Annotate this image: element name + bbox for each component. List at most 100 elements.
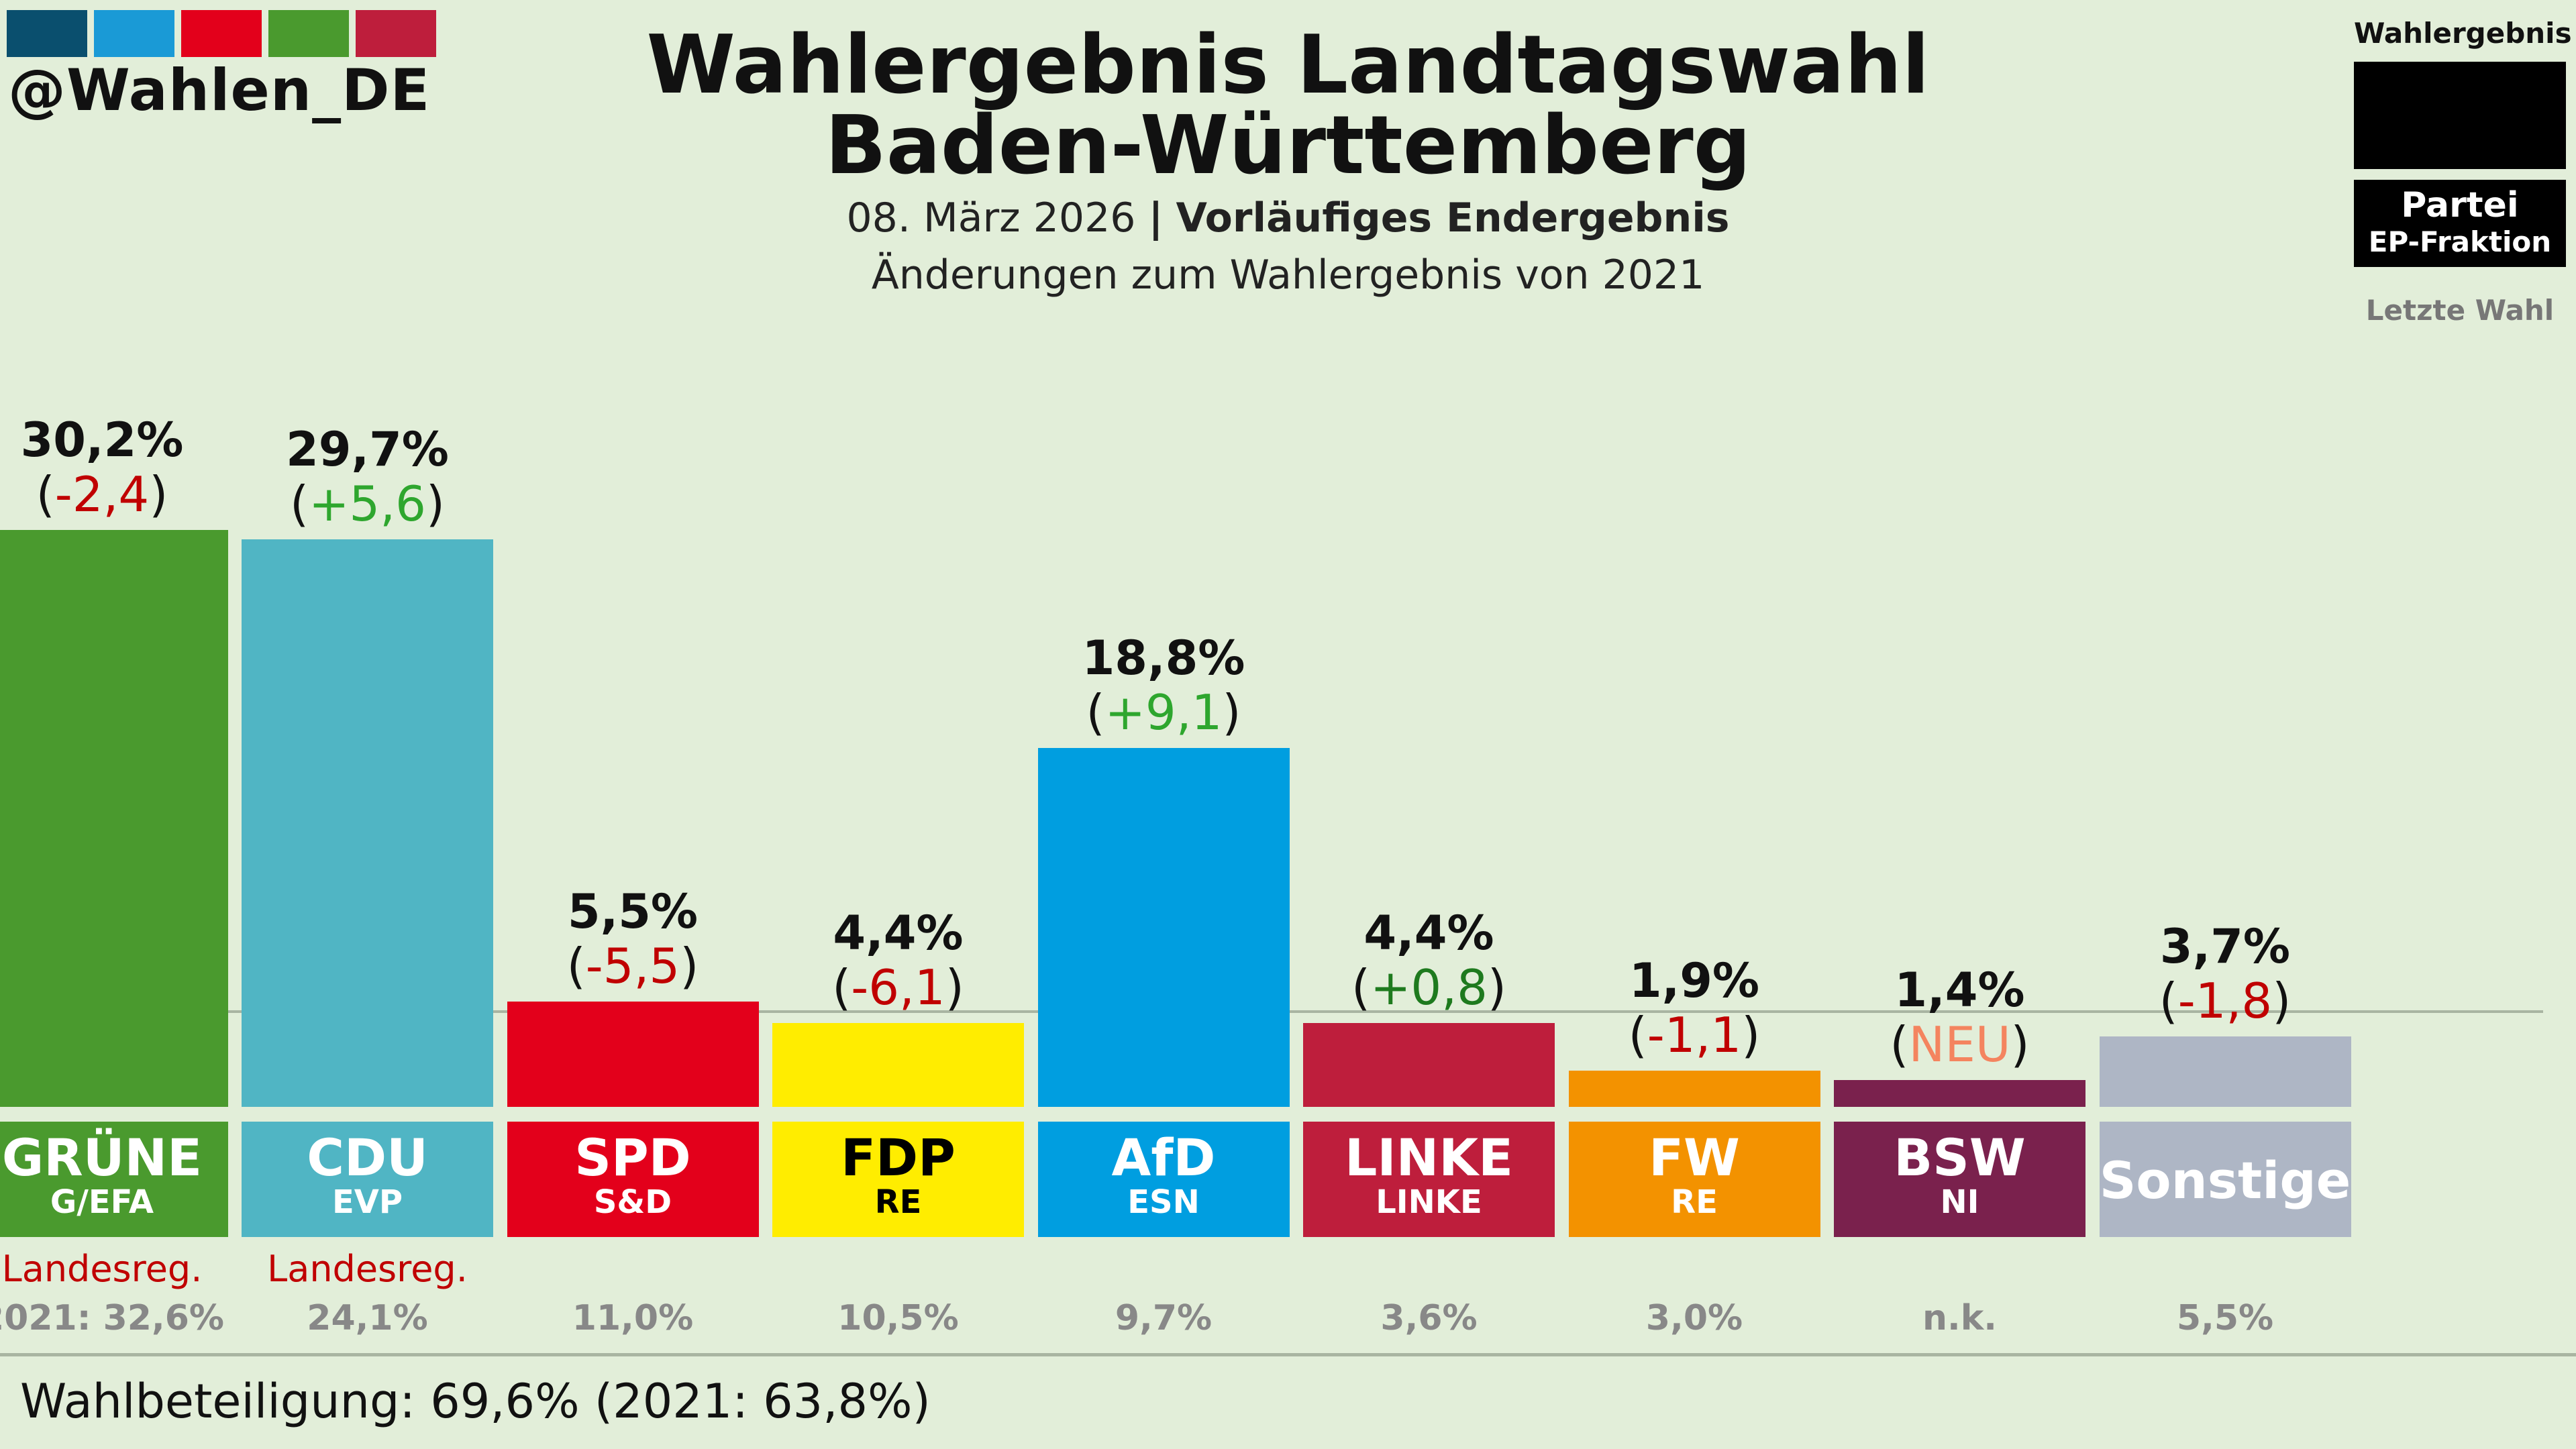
change-label: (NEU)	[1792, 1016, 2128, 1073]
value-label: 1,4%	[1894, 963, 2025, 1018]
change-label: (-1,1)	[1527, 1007, 1862, 1063]
party-group: RE	[1671, 1183, 1718, 1221]
value-label: 18,8%	[1082, 630, 1245, 686]
previous-result: 5,5%	[2176, 1298, 2274, 1338]
change-label: (+9,1)	[996, 684, 1331, 741]
paren: (	[1086, 684, 1105, 741]
change-label: (-6,1)	[731, 959, 1066, 1016]
brand-swatch	[94, 10, 174, 57]
party-name: Sonstige	[2099, 1150, 2351, 1210]
change-label: (+5,6)	[200, 476, 535, 532]
party-group: LINKE	[1376, 1183, 1482, 1221]
party-box: SPD S&D	[507, 1122, 759, 1237]
legend-title: Wahlergebnis	[2354, 17, 2572, 50]
paren: )	[2272, 972, 2291, 1029]
change-value: -1,1	[1647, 1006, 1742, 1063]
brand-swatch	[268, 10, 349, 57]
paren: )	[425, 476, 446, 533]
paren: )	[945, 959, 964, 1016]
bar	[1834, 1080, 2085, 1107]
party-box: LINKE LINKE	[1303, 1122, 1555, 1237]
party-box: GRÜNE G/EFA	[0, 1122, 228, 1237]
change-value: +0,8	[1370, 959, 1488, 1016]
party-name: FDP	[841, 1128, 956, 1187]
bar	[1037, 747, 1290, 1107]
brand-color-strip	[7, 10, 436, 57]
party-name: GRÜNE	[1, 1128, 203, 1187]
paren: )	[1222, 684, 1241, 741]
chart-title-line1: Wahlergebnis Landtagswahl	[646, 19, 1930, 112]
party-box: AfD ESN	[1037, 1122, 1290, 1237]
value-label: 29,7%	[286, 422, 449, 478]
brand-swatch	[356, 10, 436, 57]
party-group: NI	[1940, 1183, 1979, 1221]
party-name: LINKE	[1344, 1128, 1514, 1187]
previous-result: 2021: 32,6%	[0, 1298, 225, 1338]
previous-result: 3,0%	[1645, 1298, 1743, 1338]
legend-result-swatch	[2354, 62, 2566, 169]
value-label: 4,4%	[833, 905, 964, 961]
previous-result: 24,1%	[307, 1298, 428, 1338]
party-name: FW	[1649, 1128, 1740, 1187]
paren: )	[680, 938, 699, 995]
bar	[1303, 1022, 1555, 1107]
footer-divider	[0, 1353, 2576, 1356]
party-name: BSW	[1894, 1128, 2026, 1187]
party-box: Sonstige	[2099, 1122, 2351, 1237]
party-box: FW RE	[1568, 1122, 1820, 1237]
value-label: 1,9%	[1629, 953, 1760, 1008]
value-label: 5,5%	[567, 884, 699, 940]
paren: )	[2010, 1016, 2030, 1073]
change-value: -6,1	[851, 959, 945, 1016]
result-status: Vorläufiges Endergebnis	[1176, 195, 1730, 241]
election-date: 08. März 2026	[846, 195, 1136, 241]
party-box: CDU EVP	[242, 1122, 493, 1237]
paren: (	[36, 466, 55, 523]
value-label: 3,7%	[2159, 918, 2291, 974]
previous-result: 11,0%	[572, 1298, 694, 1338]
value-label: 30,2%	[20, 413, 184, 468]
chart-subtitle: 08. März 2026 | Vorläufiges Endergebnis	[0, 195, 2576, 241]
party-group: G/EFA	[50, 1183, 154, 1221]
change-value: -2,4	[54, 466, 150, 523]
government-label: Landesreg.	[267, 1248, 468, 1290]
party-group: EVP	[331, 1183, 403, 1221]
party-name: CDU	[307, 1128, 428, 1187]
change-value: +9,1	[1104, 684, 1223, 741]
change-value: -5,5	[585, 938, 680, 995]
paren: (	[832, 959, 852, 1016]
paren: )	[1487, 959, 1507, 1016]
previous-result: n.k.	[1922, 1298, 1998, 1338]
account-handle: @Wahlen_DE	[8, 57, 431, 124]
change-label: (-1,8)	[2057, 973, 2393, 1029]
brand-swatch	[7, 10, 87, 57]
bar	[772, 1022, 1024, 1107]
paren: (	[1890, 1016, 1909, 1073]
brand-swatch	[181, 10, 262, 57]
change-value: NEU	[1908, 1016, 2011, 1073]
bar	[2099, 1036, 2351, 1107]
previous-result: 3,6%	[1380, 1298, 1478, 1338]
change-label: (+0,8)	[1261, 959, 1597, 1016]
party-box: BSW NI	[1834, 1122, 2085, 1237]
turnout-label: Wahlbeteiligung: 69,6% (2021: 63,8%)	[20, 1374, 931, 1429]
bar	[242, 539, 493, 1107]
legend-last-election: Letzte Wahl	[2365, 294, 2555, 327]
paren: (	[1351, 959, 1371, 1016]
change-value: +5,6	[309, 476, 426, 533]
previous-result: 9,7%	[1115, 1298, 1213, 1338]
change-value: -1,8	[2177, 972, 2273, 1029]
legend-party-box: Partei EP-Fraktion	[2354, 180, 2566, 267]
previous-result: 10,5%	[837, 1298, 959, 1338]
bar	[0, 530, 228, 1107]
legend-key: Wahlergebnis Partei EP-Fraktion Letzte W…	[2354, 17, 2572, 327]
paren: (	[289, 476, 309, 533]
change-label: (-2,4)	[0, 466, 270, 523]
chart-title-line2: Baden-Württemberg	[825, 99, 1751, 193]
paren: )	[149, 466, 168, 523]
value-label: 4,4%	[1363, 905, 1494, 961]
bar	[507, 1002, 759, 1107]
paren: (	[566, 938, 586, 995]
paren: )	[1741, 1006, 1761, 1063]
